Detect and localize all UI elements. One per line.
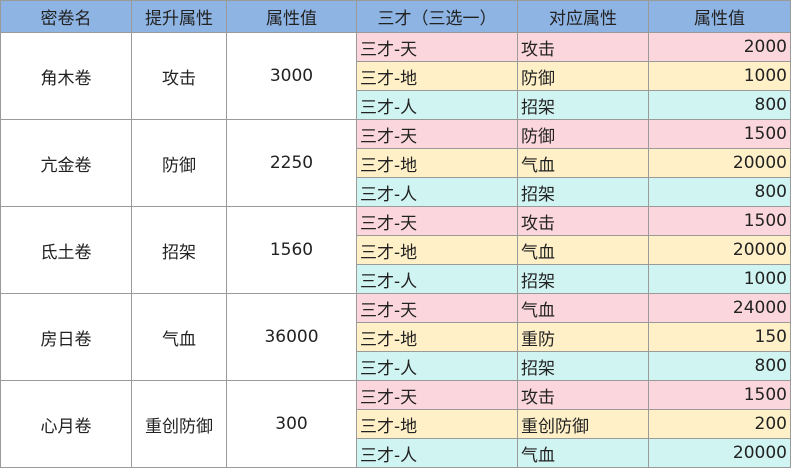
value-cell: 1000 xyxy=(648,61,791,91)
header-cell: 属性值 xyxy=(648,0,791,33)
attribute-cell: 招架 xyxy=(517,90,649,120)
table-row: 亢金卷 防御 2250 三才-天 防御 1500 xyxy=(0,119,791,207)
tier-cell: 三才-人 xyxy=(356,438,518,468)
attribute-cell: 攻击 xyxy=(517,380,649,410)
table-row: 三才-人 气血 20000 xyxy=(1,438,791,468)
attribute-cell: 气血 xyxy=(517,438,649,468)
tier-cell: 三才-地 xyxy=(356,235,518,265)
tier-cell: 三才-人 xyxy=(356,177,518,207)
value-cell: 24000 xyxy=(648,293,791,323)
attribute-cell: 攻击 xyxy=(517,206,649,236)
tier-cell: 三才-天 xyxy=(356,293,518,323)
table-body: 角木卷 攻击 3000 三才-天 攻击 2000 三才-地 防御 1000 三才-人 招架 800 亢金… xyxy=(0,32,791,468)
header-cell: 对应属性 xyxy=(517,0,649,33)
boost-value: 1560 xyxy=(226,206,357,294)
tier-cell: 三才-天 xyxy=(356,380,518,410)
tier-cell: 三才-人 xyxy=(356,90,518,120)
value-cell: 800 xyxy=(648,177,791,207)
scroll-name: 心月卷 xyxy=(0,380,132,468)
value-cell: 1500 xyxy=(648,380,791,410)
boost-attribute: 攻击 xyxy=(131,32,227,120)
attribute-table: 密卷名 提升属性 属性值 三才（三选一） 对应属性 属性值 角木卷 攻击 3000 三才-天 攻击… xyxy=(0,0,791,468)
boost-attribute: 招架 xyxy=(131,206,227,294)
attribute-cell: 招架 xyxy=(517,351,649,381)
boost-value: 300 xyxy=(226,380,357,468)
boost-attribute: 防御 xyxy=(131,119,227,207)
header-row: 密卷名 提升属性 属性值 三才（三选一） 对应属性 属性值 xyxy=(0,0,791,33)
value-cell: 1000 xyxy=(648,264,791,294)
attribute-cell: 防御 xyxy=(517,119,649,149)
header-cell: 提升属性 xyxy=(131,0,227,33)
table-row: 三才-地 气血 20000 xyxy=(1,148,791,178)
tier-cell: 三才-地 xyxy=(356,148,518,178)
value-cell: 1500 xyxy=(648,119,791,149)
table-row: 三才-地 重防 150 xyxy=(1,322,791,352)
header-cell: 三才（三选一） xyxy=(356,0,518,33)
attribute-cell: 招架 xyxy=(517,177,649,207)
attribute-cell: 防御 xyxy=(517,61,649,91)
boost-attribute: 气血 xyxy=(131,293,227,381)
table-row: 房日卷 气血 36000 三才-天 气血 24000 xyxy=(0,293,791,381)
value-cell: 800 xyxy=(648,90,791,120)
attribute-cell: 气血 xyxy=(517,293,649,323)
table-row: 心月卷 重创防御 300 三才-天 攻击 1500 xyxy=(0,380,791,468)
tier-cell: 三才-天 xyxy=(356,32,518,62)
header-cell: 属性值 xyxy=(226,0,357,33)
boost-value: 3000 xyxy=(226,32,357,120)
value-cell: 800 xyxy=(648,351,791,381)
scroll-name: 氐土卷 xyxy=(0,206,132,294)
table-row: 三才-地 防御 1000 xyxy=(1,61,791,91)
table-row: 三才-地 气血 20000 xyxy=(1,235,791,265)
boost-attribute: 重创防御 xyxy=(131,380,227,468)
boost-value: 2250 xyxy=(226,119,357,207)
value-cell: 1500 xyxy=(648,206,791,236)
value-cell: 20000 xyxy=(648,438,791,468)
tier-cell: 三才-地 xyxy=(356,322,518,352)
attribute-cell: 气血 xyxy=(517,148,649,178)
scroll-name: 房日卷 xyxy=(0,293,132,381)
attribute-cell: 气血 xyxy=(517,235,649,265)
table-row: 三才-人 招架 800 xyxy=(1,177,791,207)
attribute-cell: 重防 xyxy=(517,322,649,352)
table-row: 三才-人 招架 800 xyxy=(1,90,791,120)
table-row: 氐土卷 招架 1560 三才-天 攻击 1500 xyxy=(0,206,791,294)
scroll-name: 亢金卷 xyxy=(0,119,132,207)
value-cell: 150 xyxy=(648,322,791,352)
value-cell: 200 xyxy=(648,409,791,439)
table-row: 三才-人 招架 800 xyxy=(1,351,791,381)
tier-cell: 三才-人 xyxy=(356,351,518,381)
tier-cell: 三才-地 xyxy=(356,409,518,439)
value-cell: 20000 xyxy=(648,235,791,265)
attribute-cell: 攻击 xyxy=(517,32,649,62)
header-cell: 密卷名 xyxy=(0,0,132,33)
tier-cell: 三才-天 xyxy=(356,206,518,236)
table-row: 角木卷 攻击 3000 三才-天 攻击 2000 xyxy=(0,32,791,120)
scroll-name: 角木卷 xyxy=(0,32,132,120)
tier-cell: 三才-人 xyxy=(356,264,518,294)
tier-cell: 三才-地 xyxy=(356,61,518,91)
table-row: 三才-地 重创防御 200 xyxy=(1,409,791,439)
tier-cell: 三才-天 xyxy=(356,119,518,149)
value-cell: 2000 xyxy=(648,32,791,62)
boost-value: 36000 xyxy=(226,293,357,381)
attribute-cell: 招架 xyxy=(517,264,649,294)
value-cell: 20000 xyxy=(648,148,791,178)
attribute-cell: 重创防御 xyxy=(517,409,649,439)
